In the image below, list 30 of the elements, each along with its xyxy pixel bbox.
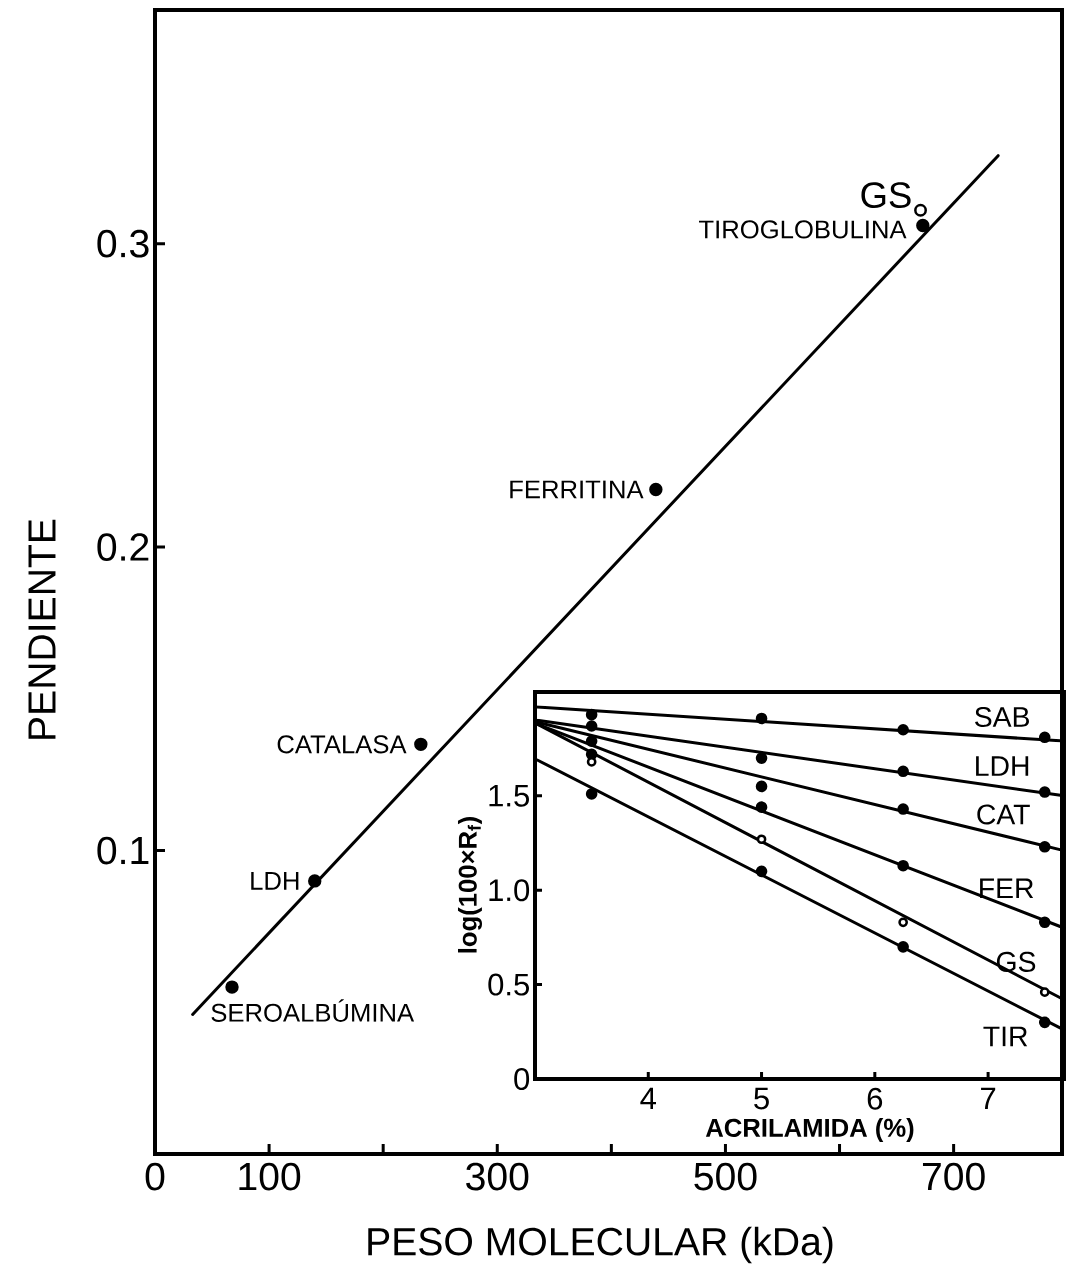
x-tick-label: 500 (694, 1162, 757, 1191)
y-tick-label: 1.5 (489, 785, 529, 807)
x-tick-label: 4 (640, 1087, 656, 1110)
y-axis-title: PENDIENTE (28, 519, 56, 739)
x-tick-label: 6 (867, 1087, 883, 1110)
x-tick-label: 100 (239, 1162, 301, 1191)
y-tick-label: 1.0 (489, 879, 530, 902)
y-tick-label: 0 (514, 1068, 530, 1091)
x-tick-label: 5 (754, 1087, 769, 1110)
y-tick-label: 0.3 (97, 229, 149, 258)
x-axis-title: PESO MOLECULAR (kDa) (368, 1226, 833, 1264)
annotation: TIROGLOBULINA (699, 220, 907, 239)
annotation: CATALASA (277, 735, 407, 754)
series-label: TIR (983, 1026, 1028, 1047)
series-label: LDH (976, 756, 1029, 776)
series-label: SAB (975, 706, 1029, 728)
annotation: SEROALBÚMINA (211, 999, 415, 1022)
y-tick-label: 0.2 (97, 533, 149, 561)
x-tick-label: 7 (981, 1087, 996, 1110)
series-label: FER (980, 878, 1034, 899)
x-tick-label: 700 (922, 1162, 985, 1191)
x-axis-title: ACRILAMIDA (%) (705, 1118, 914, 1142)
annotation: FERRITINA (510, 480, 644, 499)
series-label: GS (861, 182, 911, 209)
annotation: LDH (251, 872, 299, 890)
y-tick-label: 0.5 (488, 973, 529, 996)
series-label: CAT (977, 804, 1030, 825)
x-tick-label: 300 (466, 1162, 529, 1191)
y-axis-title: log(100×R$_{f}$) (457, 817, 483, 953)
y-tick-label: 0.1 (97, 836, 149, 865)
